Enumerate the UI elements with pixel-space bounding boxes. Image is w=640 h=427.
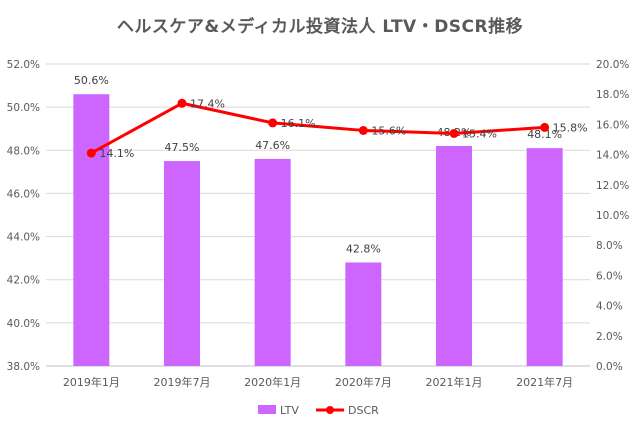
- y-left-tick-label: 40.0%: [7, 318, 40, 330]
- y-right-tick-label: 18.0%: [596, 89, 629, 101]
- x-tick-label: 2021年1月: [426, 375, 483, 389]
- x-tick-label: 2021年7月: [516, 375, 573, 389]
- bar-ltv: [526, 148, 563, 366]
- y-right-tick-label: 2.0%: [596, 331, 623, 343]
- line-point-dscr: [449, 128, 459, 138]
- x-tick-label: 2019年7月: [154, 375, 211, 389]
- legend-swatch-ltv: [258, 405, 276, 414]
- y-right-tick-label: 20.0%: [596, 59, 629, 71]
- legend-label-ltv: LTV: [280, 404, 299, 417]
- bar-data-label: 50.6%: [74, 74, 109, 87]
- line-data-label: 15.4%: [462, 127, 497, 140]
- line-data-label: 15.8%: [553, 121, 588, 134]
- y-right-tick-label: 6.0%: [596, 270, 623, 282]
- y-right-tick-label: 4.0%: [596, 301, 623, 313]
- bar-ltv: [73, 94, 110, 366]
- bar-ltv: [345, 262, 382, 366]
- bar-data-label: 47.6%: [255, 139, 290, 152]
- y-right-tick-label: 16.0%: [596, 119, 629, 131]
- y-left-tick-label: 42.0%: [7, 275, 40, 287]
- x-tick-label: 2020年7月: [335, 375, 392, 389]
- bar-ltv: [436, 145, 472, 366]
- x-tick-label: 2020年1月: [244, 375, 301, 389]
- line-point-dscr: [177, 98, 187, 108]
- y-left-tick-label: 46.0%: [7, 188, 40, 200]
- y-right-tick-label: 8.0%: [596, 240, 623, 252]
- bar-data-label: 48.1%: [527, 128, 562, 141]
- line-data-label: 15.6%: [371, 124, 406, 137]
- bar-ltv: [254, 158, 291, 366]
- y-right-tick-label: 0.0%: [596, 361, 623, 373]
- y-left-tick-label: 38.0%: [7, 361, 40, 373]
- y-right-tick-label: 12.0%: [596, 180, 629, 192]
- line-dscr: [90, 101, 545, 155]
- bar-data-label: 47.5%: [165, 141, 200, 154]
- chart-title: ヘルスケア&メディカル投資法人 LTV・DSCR推移: [116, 17, 524, 37]
- line-point-dscr: [358, 125, 368, 135]
- bar-ltv: [164, 161, 200, 366]
- line-point-dscr: [268, 118, 278, 128]
- legend-marker-dscr: [326, 406, 334, 414]
- y-right-tick-label: 14.0%: [596, 150, 629, 162]
- line-data-label: 17.4%: [190, 97, 225, 110]
- line-point-dscr: [540, 122, 550, 132]
- bar-data-label: 42.8%: [346, 242, 381, 255]
- line-point-dscr: [86, 148, 96, 158]
- y-left-tick-label: 50.0%: [7, 102, 40, 114]
- x-tick-label: 2019年1月: [63, 375, 120, 389]
- y-left-tick-label: 44.0%: [7, 232, 40, 244]
- y-left-tick-label: 52.0%: [7, 59, 40, 71]
- y-right-tick-label: 10.0%: [596, 210, 629, 222]
- line-data-label: 14.1%: [99, 147, 134, 160]
- legend-label-dscr: DSCR: [348, 404, 379, 417]
- y-left-tick-label: 48.0%: [7, 145, 40, 157]
- line-data-label: 16.1%: [281, 117, 316, 130]
